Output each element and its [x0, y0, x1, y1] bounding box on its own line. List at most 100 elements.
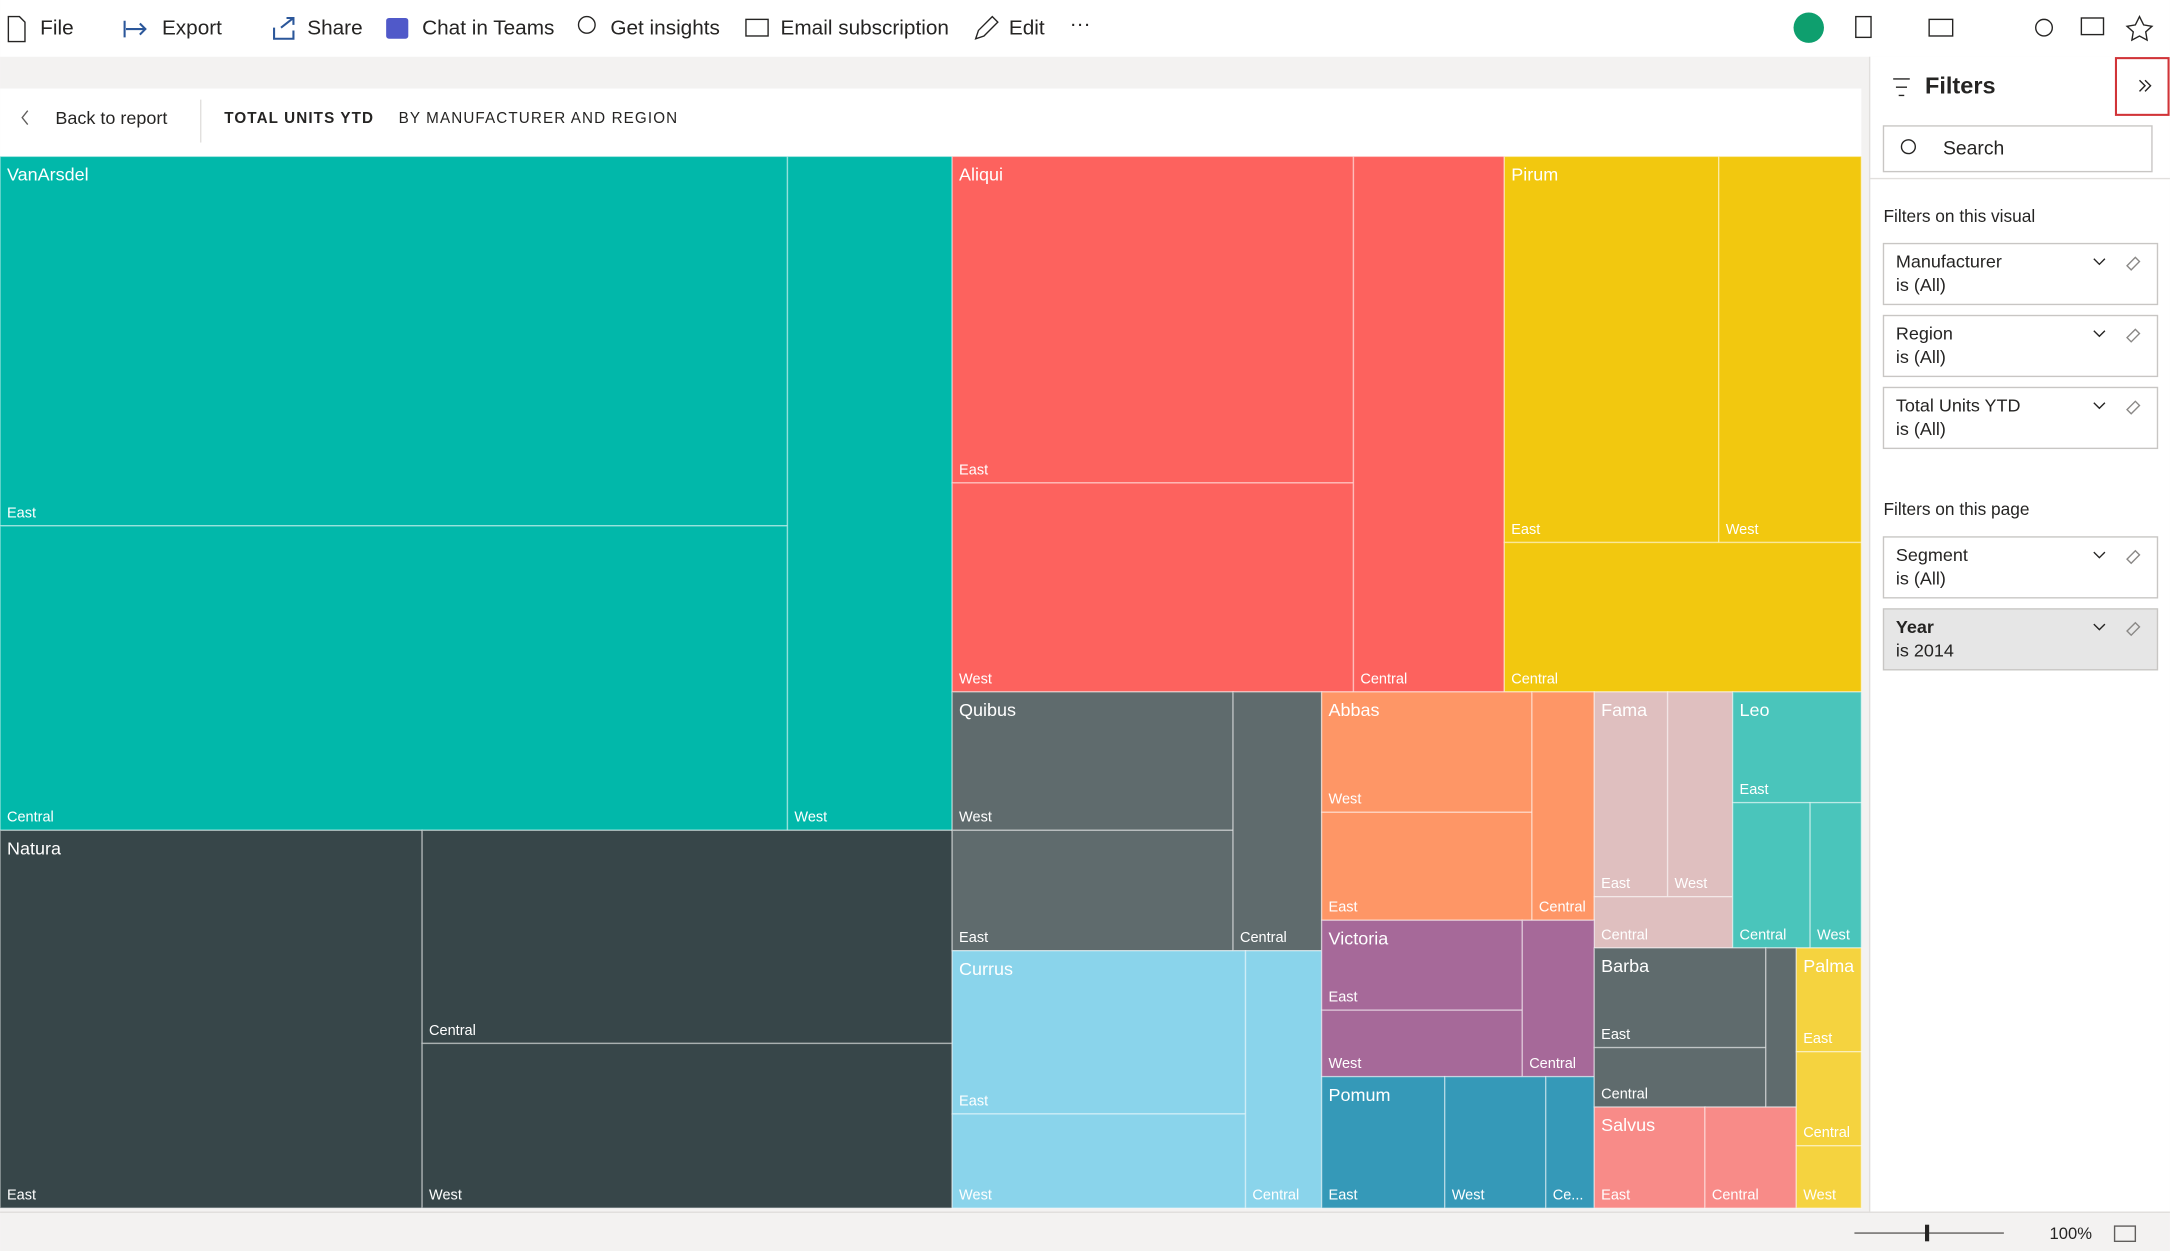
manufacturer-label: Aliqui — [959, 164, 1003, 184]
filter-card[interactable] — [1882, 608, 2159, 671]
region-label: East — [1329, 900, 1358, 916]
refresh-badge[interactable] — [1793, 12, 1824, 43]
treemap-cell — [951, 482, 1355, 693]
filter-state: is (All) — [1896, 347, 1946, 367]
email-button[interactable]: Email subscription — [781, 17, 949, 40]
treemap-cell — [421, 829, 953, 1045]
treemap-cell — [1320, 1009, 1523, 1078]
filter-card[interactable] — [1882, 242, 2159, 306]
filter-card[interactable] — [1882, 314, 2159, 378]
region-label: West — [959, 671, 992, 687]
edit-button[interactable]: Edit — [1009, 17, 1045, 40]
collapse-button[interactable] — [2114, 57, 2170, 116]
back-icon — [21, 110, 29, 125]
treemap-cell — [1232, 691, 1323, 952]
treemap-cell — [0, 829, 423, 1209]
search-icon — [1900, 139, 1917, 155]
favorite-icon[interactable] — [2125, 15, 2154, 42]
treemap-cell — [951, 155, 1355, 484]
toolbar-items: File Export Share Chat in Teams Get insi… — [7, 12, 2154, 43]
fit-icon[interactable] — [2113, 1225, 2137, 1243]
teams-button[interactable]: Chat in Teams — [422, 17, 554, 40]
manufacturer-label: Pomum — [1329, 1085, 1391, 1105]
manufacturer-label: Barba — [1601, 956, 1649, 976]
treemap-cell — [1320, 1075, 1446, 1209]
region-label: Central — [1529, 1056, 1576, 1072]
treemap-cell — [0, 155, 789, 527]
treemap-cell — [1704, 1106, 1797, 1209]
file-icon — [7, 15, 26, 43]
mail-icon — [745, 18, 769, 37]
collapse-icon — [2139, 79, 2152, 92]
region-label: East — [959, 930, 988, 946]
clear-icon — [2126, 621, 2141, 637]
filter-name: Region — [1896, 324, 1953, 344]
treemap-cell — [1718, 155, 1863, 544]
comment-icon[interactable] — [2080, 17, 2105, 36]
treemap-cell — [421, 1042, 953, 1209]
region-label: East — [1601, 1027, 1630, 1043]
region-label: West — [1726, 522, 1759, 538]
treemap-cell — [1795, 1145, 1863, 1209]
region-label: West — [959, 810, 992, 826]
file-menu[interactable]: File — [40, 17, 73, 40]
back-link[interactable]: Back to report — [55, 108, 167, 128]
region-label: East — [1740, 782, 1769, 798]
reload-icon[interactable] — [2035, 18, 2054, 37]
expand-icon — [2093, 623, 2106, 631]
region-label: Central — [1360, 671, 1407, 687]
filter-card[interactable] — [1882, 386, 2159, 450]
manufacturer-label: Quibus — [959, 700, 1016, 720]
insights-button[interactable]: Get insights — [610, 17, 720, 40]
filter-icon — [1893, 78, 1910, 97]
filter-state: is (All) — [1896, 275, 1946, 295]
region-label: West — [794, 810, 827, 826]
zoom-thumb[interactable] — [1924, 1224, 1930, 1242]
filter-state: is (All) — [1896, 419, 1946, 439]
treemap-cell — [1795, 1051, 1863, 1147]
treemap-cell — [1593, 691, 1669, 898]
region-label: Central — [1511, 671, 1558, 687]
filter-name: Manufacturer — [1896, 252, 2002, 272]
bookmark-icon[interactable] — [1855, 15, 1872, 39]
region-label: Central — [1601, 1086, 1648, 1102]
manufacturer-label: Natura — [7, 838, 61, 858]
region-label: East — [1601, 876, 1630, 892]
region-label: West — [1803, 1187, 1836, 1203]
treemap-cell — [0, 525, 789, 832]
treemap-cell — [1503, 541, 1863, 693]
filter-name: Year — [1896, 617, 1934, 637]
filter-card[interactable] — [1882, 536, 2159, 599]
treemap-cell — [1320, 811, 1533, 921]
search-box[interactable] — [1882, 125, 2153, 173]
treemap-cell — [786, 155, 953, 832]
manufacturer-label: Leo — [1740, 700, 1770, 720]
region-label: Ce... — [1553, 1187, 1584, 1203]
clear-icon — [2126, 549, 2141, 565]
treemap-cell — [1593, 1046, 1767, 1108]
export-menu[interactable]: Export — [162, 17, 222, 40]
region-label: Central — [1539, 900, 1586, 916]
region-label: East — [1329, 990, 1358, 1006]
view-icon[interactable] — [1928, 18, 1954, 37]
share-button[interactable]: Share — [307, 17, 362, 40]
treemap-cell — [1593, 896, 1734, 949]
manufacturer-label: Abbas — [1329, 700, 1380, 720]
filters-title: Filters — [1925, 72, 1996, 98]
region-label: East — [1329, 1187, 1358, 1203]
region-label: East — [1601, 1187, 1630, 1203]
more-button[interactable]: ··· — [1070, 12, 1091, 35]
treemap: East VanArsdel Central West East Natura Centra… — [0, 155, 1863, 1209]
section-label: Filters on this page — [1883, 499, 2029, 519]
manufacturer-label: Currus — [959, 959, 1013, 979]
region-label: West — [429, 1187, 462, 1203]
region-label: East — [7, 1187, 36, 1203]
visual-title: TOTAL UNITS YTD — [224, 110, 374, 127]
treemap-cell — [1531, 691, 1595, 921]
filter-name: Total Units YTD — [1896, 396, 2021, 416]
clear-icon — [2126, 328, 2141, 343]
clear-icon — [2126, 256, 2141, 271]
region-label: West — [1329, 792, 1362, 808]
treemap-cell — [1244, 950, 1323, 1209]
filter-state: is (All) — [1896, 569, 1946, 589]
